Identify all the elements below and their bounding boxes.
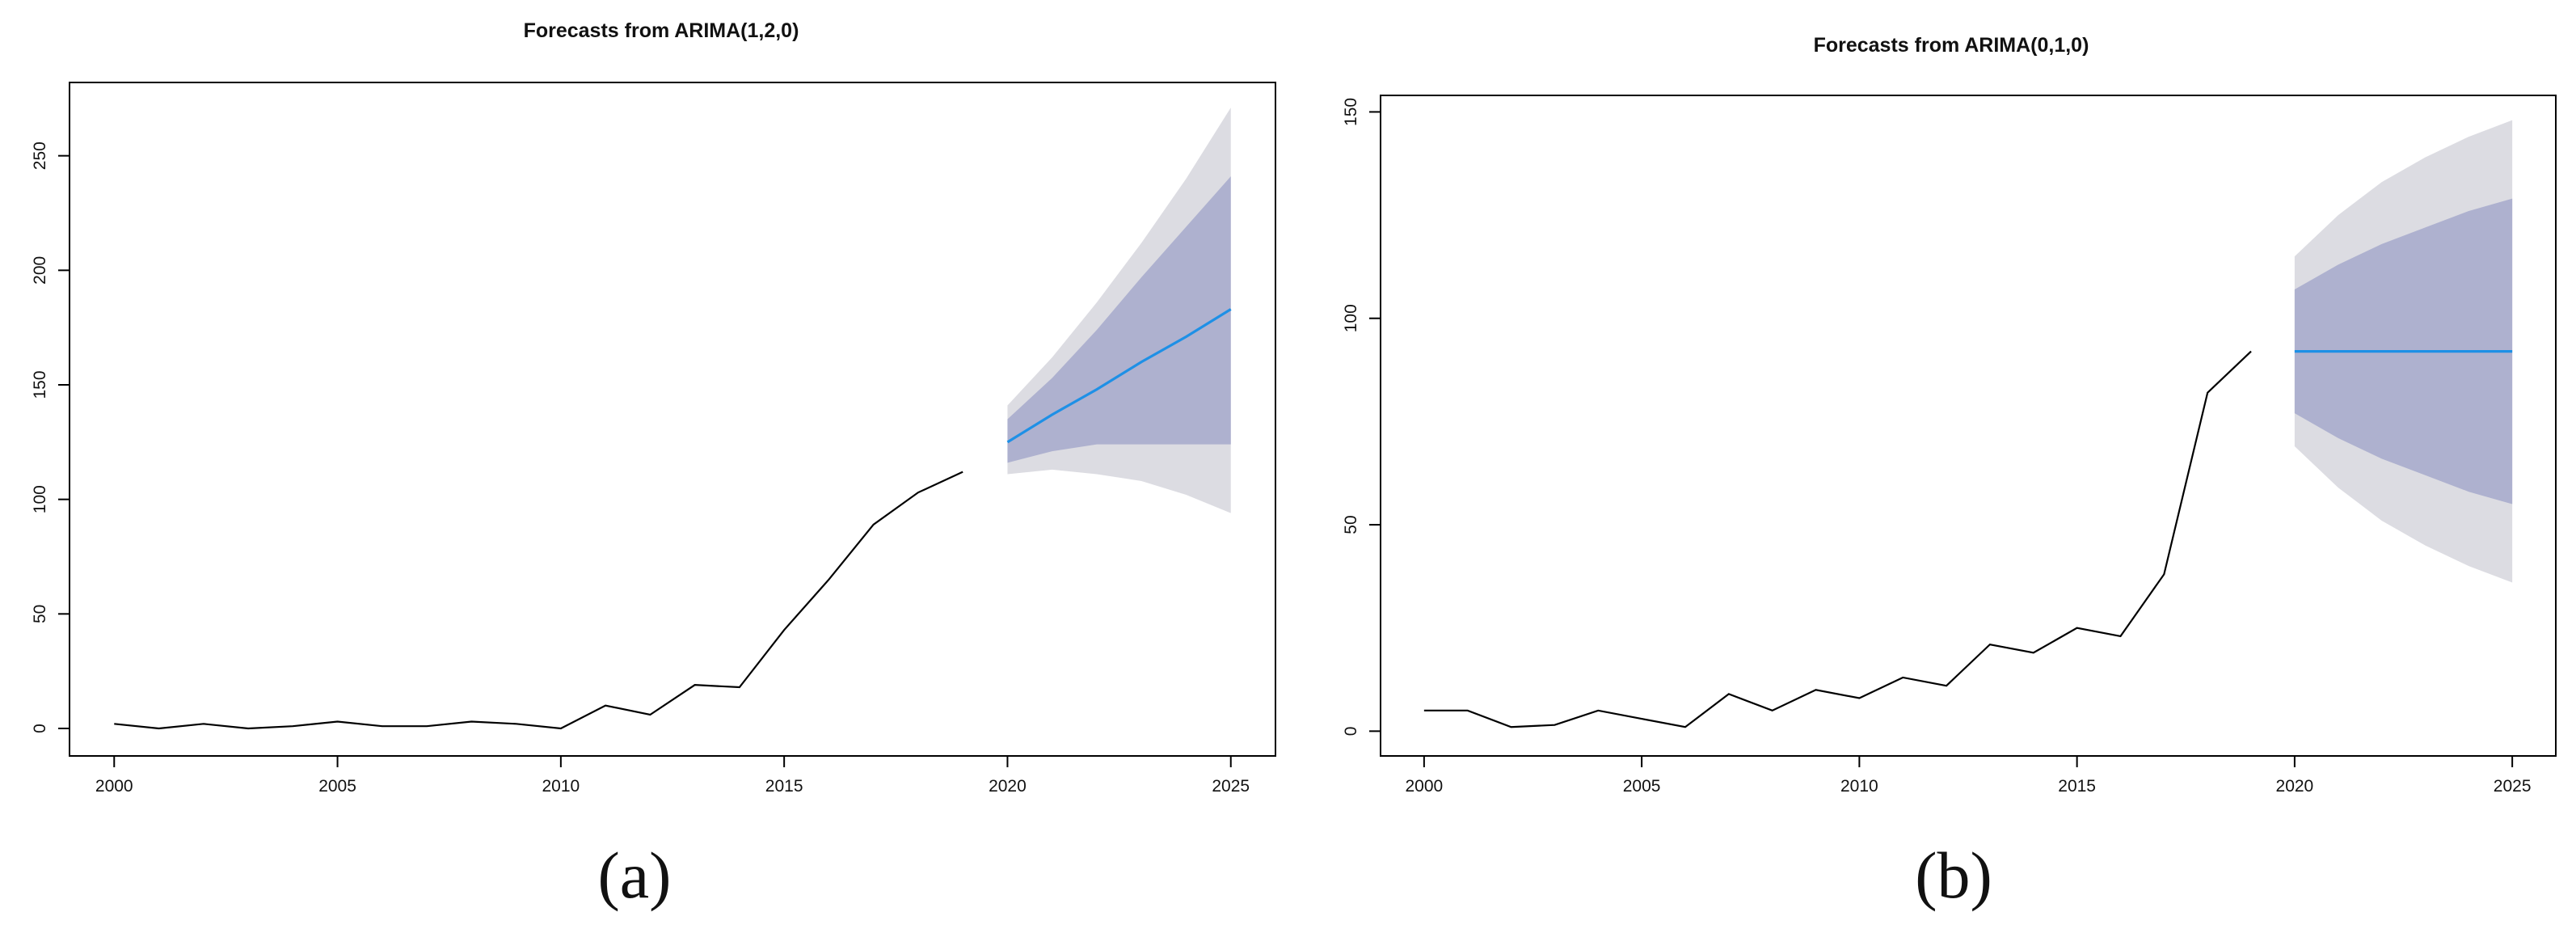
plot-area: 2000 2005 2010 2015 2020 2025 0 50 100 150 200 250: [31, 82, 1276, 796]
x-tick-label: 2015: [2058, 777, 2096, 796]
x-tick-label: 2025: [1212, 777, 1250, 796]
y-tick-label: 200: [31, 256, 49, 285]
x-tick-label: 2020: [2276, 777, 2314, 796]
y-tick-label: 250: [31, 141, 49, 170]
y-tick-label: 50: [1342, 515, 1360, 534]
x-tick-label: 2010: [542, 777, 580, 796]
y-tick-label: 100: [31, 485, 49, 513]
x-tick-label: 2005: [318, 777, 356, 796]
y-tick-label: 100: [1342, 304, 1360, 332]
y-tick-label: 0: [1342, 727, 1360, 737]
x-tick-label: 2020: [989, 777, 1027, 796]
y-tick-label: 150: [1342, 98, 1360, 126]
panel-label: (b): [1915, 838, 1992, 912]
observed-series-line: [1423, 350, 2252, 728]
panel-b: Forecasts from ARIMA(0,1,0) 2000 2005 2010…: [1342, 34, 2557, 912]
x-tick-label: 2025: [2494, 777, 2532, 796]
panel-label: (a): [597, 838, 671, 912]
x-tick-label: 2005: [1623, 777, 1661, 796]
forecast-mean-line: [1006, 308, 1232, 444]
x-tick-label: 2000: [1405, 777, 1443, 796]
observed-series-line: [114, 471, 963, 730]
plot-area: 2000 2005 2010 2015 2020 2025 0 50 100 150: [1342, 95, 2557, 796]
x-tick-label: 2015: [765, 777, 803, 796]
x-tick-label: 2000: [95, 777, 133, 796]
y-tick-label: 0: [31, 724, 49, 733]
panel-a: Forecasts from ARIMA(1,2,0) 2000 2005 2010…: [31, 19, 1276, 912]
plot-frame: [1380, 95, 2557, 757]
plot-frame: [69, 82, 1276, 757]
interval-80-band: [1007, 176, 1231, 463]
chart-title: Forecasts from ARIMA(0,1,0): [1814, 34, 2089, 57]
y-tick-label: 50: [31, 605, 49, 623]
x-tick-label: 2010: [1840, 777, 1878, 796]
y-tick-label: 150: [31, 370, 49, 399]
chart-title: Forecasts from ARIMA(1,2,0): [524, 19, 799, 42]
